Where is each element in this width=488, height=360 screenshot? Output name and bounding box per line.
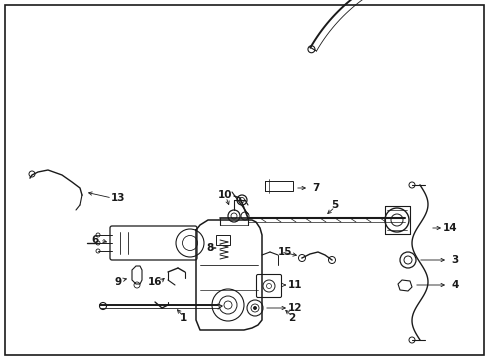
Text: 15: 15: [277, 247, 292, 257]
FancyBboxPatch shape: [110, 226, 197, 260]
Text: 7: 7: [312, 183, 319, 193]
Bar: [216, 235, 229, 245]
Circle shape: [253, 306, 256, 310]
Text: 2: 2: [288, 313, 295, 323]
Bar: [264, 181, 292, 191]
Text: 11: 11: [287, 280, 302, 290]
Text: 14: 14: [442, 223, 456, 233]
Text: 4: 4: [450, 280, 458, 290]
Text: 16: 16: [147, 277, 162, 287]
Text: 10: 10: [217, 190, 232, 200]
Text: 8: 8: [206, 243, 213, 253]
Text: 5: 5: [331, 200, 338, 210]
Text: 1: 1: [179, 313, 186, 323]
FancyBboxPatch shape: [256, 274, 281, 297]
Text: 13: 13: [110, 193, 125, 203]
Text: 3: 3: [450, 255, 458, 265]
Text: 9: 9: [114, 277, 122, 287]
Text: 12: 12: [287, 303, 302, 313]
Text: 6: 6: [91, 235, 99, 245]
